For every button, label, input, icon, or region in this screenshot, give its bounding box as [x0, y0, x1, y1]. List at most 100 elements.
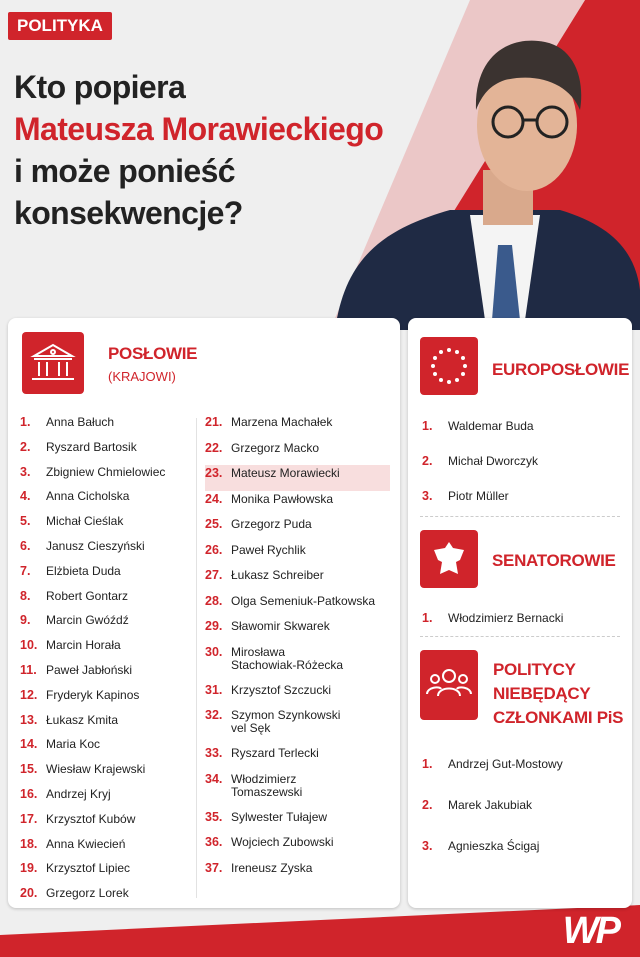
item-number: 14.: [20, 737, 38, 752]
list-item: 18. Anna Kwiecień: [20, 836, 190, 861]
poslowie-panel: [8, 318, 400, 908]
headline-line: konsekwencje?: [14, 195, 243, 231]
item-name: Waldemar Buda: [448, 419, 534, 433]
list-item: 15. Wiesław Krajewski: [20, 761, 190, 786]
section-heading: EUROPOSŁOWIE: [492, 360, 630, 379]
item-number: 15.: [20, 762, 38, 777]
item-number: 35.: [205, 809, 223, 824]
item-number: 1.: [422, 611, 433, 625]
item-name: Łukasz Kmita: [46, 712, 119, 727]
list-item: 23. Mateusz Morawiecki: [205, 465, 390, 491]
item-name: Wiesław Krajewski: [46, 762, 146, 777]
eagle-icon: [420, 530, 478, 588]
item-name: Olga Semeniuk-Patkowska: [231, 593, 376, 608]
item-number: 28.: [205, 593, 223, 608]
headline-line: Mateusza Morawieckiego: [14, 111, 384, 147]
list-item: 10. Marcin Horała: [20, 637, 190, 662]
list-item: 2. Michał Dworczyk: [422, 453, 622, 488]
headline-line: i może ponieść: [14, 153, 236, 189]
item-number: 11.: [20, 662, 37, 677]
list-item: 16. Andrzej Kryj: [20, 786, 190, 811]
list-item: 19. Krzysztof Lipiec: [20, 860, 190, 885]
item-number: 8.: [20, 588, 31, 603]
item-name: Krzysztof Szczucki: [231, 682, 332, 697]
list-item: 2. Marek Jakubiak: [422, 797, 622, 838]
list-item: 26. Paweł Rychlik: [205, 542, 390, 568]
item-number: 16.: [20, 786, 38, 801]
item-name: Anna Cicholska: [46, 489, 130, 504]
list-item: 37. Ireneusz Zyska: [205, 860, 390, 886]
list-item: 3. Piotr Müller: [422, 488, 622, 523]
item-number: 27.: [205, 568, 223, 582]
item-name: Paweł Rychlik: [231, 542, 306, 557]
headline-line: Kto popiera: [14, 69, 186, 105]
section-heading: POLITYCY NIEBĘDĄCY CZŁONKAMI PiS: [493, 658, 624, 730]
item-number: 3.: [422, 489, 433, 503]
list-item: 2. Ryszard Bartosik: [20, 439, 190, 464]
list-item: 3. Zbigniew Chmielowiec: [20, 464, 190, 489]
item-name: Michał Cieślak: [46, 514, 124, 529]
item-name: Elżbieta Duda: [46, 563, 121, 578]
item-number: 29.: [205, 619, 223, 633]
list-item: 1. Włodzimierz Bernacki: [422, 610, 622, 634]
item-name: Andrzej Kryj: [46, 786, 111, 801]
item-name: Szymon Szynkowski vel Sęk: [231, 709, 340, 735]
item-name: Włodzimierz Tomaszewski: [231, 772, 302, 799]
name-line: Szymon Szynkowski: [231, 708, 341, 722]
item-name: Anna Kwiecień: [46, 836, 126, 851]
list: 1. Waldemar Buda 2. Michał Dworczyk 3. Piotr …: [422, 418, 622, 523]
list-item: 4. Anna Cicholska: [20, 488, 190, 513]
list-item: 1. Waldemar Buda: [422, 418, 622, 453]
list-item: 21. Marzena Machałek: [205, 414, 390, 440]
item-number: 32.: [205, 708, 223, 722]
item-name: Andrzej Gut-Mostowy: [448, 757, 563, 771]
list-item: 14. Maria Koc: [20, 736, 190, 761]
portrait: [335, 40, 640, 330]
item-name: Michał Dworczyk: [448, 454, 539, 468]
side-panel: [408, 318, 632, 908]
list-item: 34. Włodzimierz Tomaszewski: [205, 771, 390, 809]
item-name: Krzysztof Lipiec: [46, 861, 131, 876]
item-number: 24.: [205, 491, 223, 506]
item-name: Mirosława Stachowiak-Różecka: [231, 644, 343, 672]
list-item: 27. Łukasz Schreiber: [205, 567, 390, 593]
list-item: 20. Grzegorz Lorek: [20, 885, 190, 910]
item-number: 31.: [205, 682, 223, 697]
item-name: Monika Pawłowska: [231, 491, 334, 506]
item-number: 9.: [20, 613, 31, 628]
list-item: 36. Wojciech Zubowski: [205, 834, 390, 860]
item-name: Sylwester Tułajew: [231, 809, 328, 824]
list-item: 24. Monika Pawłowska: [205, 491, 390, 517]
item-number: 13.: [20, 712, 38, 727]
list-item: 1. Anna Bałuch: [20, 414, 190, 439]
list-item: 28. Olga Semeniuk-Patkowska: [205, 593, 390, 619]
eu-icon: [420, 337, 478, 395]
list-item: 9. Marcin Gwóźdź: [20, 612, 190, 637]
item-name: Marcin Horała: [46, 638, 121, 653]
item-name: Anna Bałuch: [46, 415, 115, 429]
item-name: Wojciech Zubowski: [231, 835, 334, 849]
list-item: 25. Grzegorz Puda: [205, 516, 390, 542]
item-number: 10.: [20, 638, 38, 653]
list-item: 32. Szymon Szynkowski vel Sęk: [205, 707, 390, 745]
heading-line: CZŁONKAMI PiS: [493, 708, 624, 727]
item-name: Ryszard Terlecki: [231, 746, 319, 760]
list-item: 12. Fryderyk Kapinos: [20, 687, 190, 712]
item-name: Janusz Cieszyński: [46, 538, 145, 553]
item-name: Ireneusz Zyska: [231, 860, 313, 875]
item-name: Fryderyk Kapinos: [46, 687, 140, 702]
item-number: 2.: [422, 454, 433, 468]
item-number: 36.: [205, 835, 223, 849]
section-subheading: (KRAJOWI): [108, 369, 176, 384]
list-item: 1. Andrzej Gut-Mostowy: [422, 756, 622, 797]
list: 1. Anna Bałuch 2. Ryszard Bartosik 3. Zbignie…: [20, 414, 190, 910]
item-number: 19.: [20, 861, 38, 876]
item-number: 12.: [20, 687, 38, 702]
item-number: 1.: [20, 415, 31, 429]
item-number: 33.: [205, 746, 223, 760]
item-number: 22.: [205, 440, 223, 455]
item-name: Krzysztof Kubów: [46, 811, 136, 826]
name-line: Mirosława: [231, 644, 286, 659]
category-tag: POLITYKA: [8, 12, 112, 40]
item-name: Sławomir Skwarek: [231, 619, 330, 633]
